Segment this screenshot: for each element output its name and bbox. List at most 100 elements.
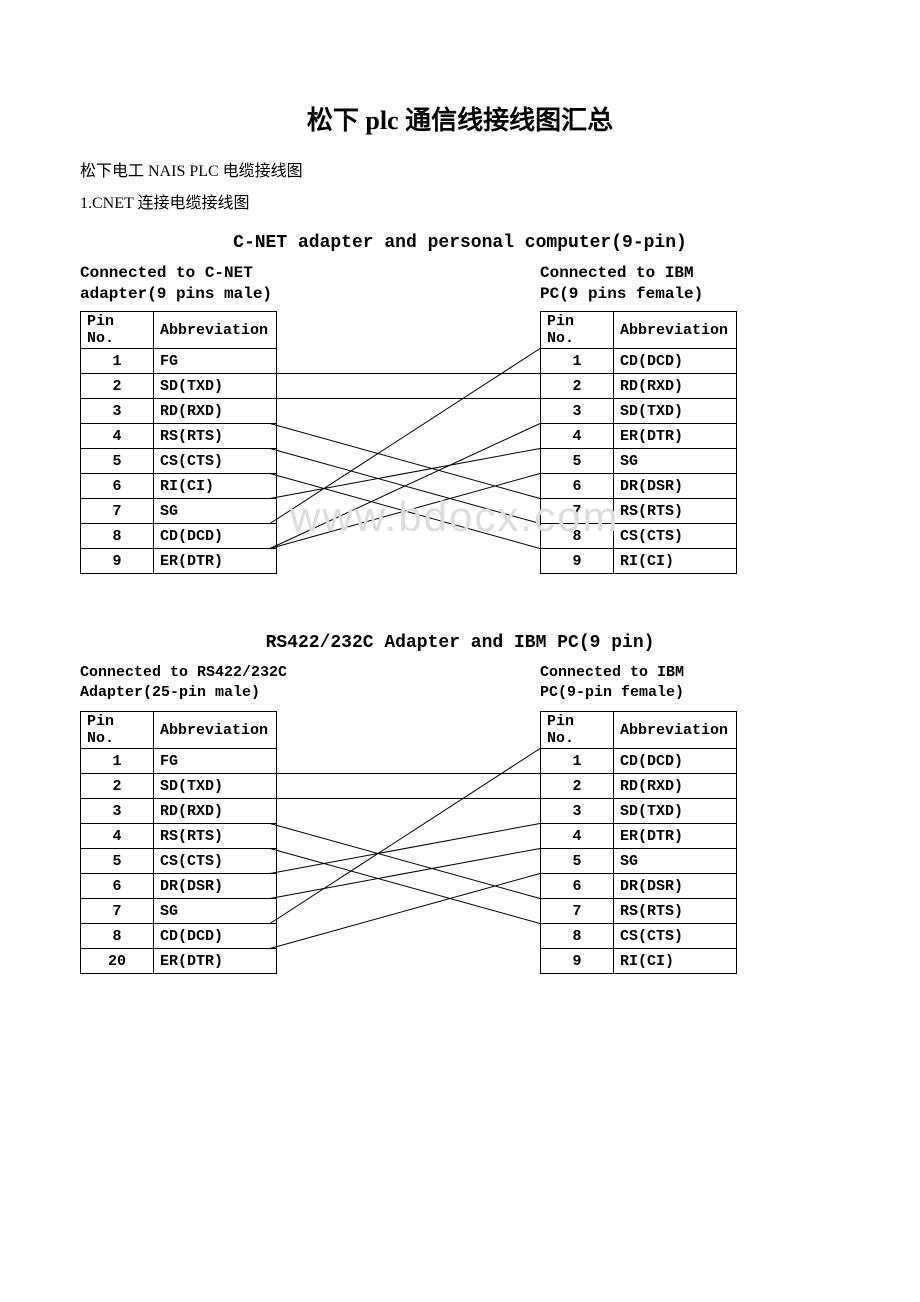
d1-r-h-abbr: Abbreviation bbox=[614, 312, 737, 349]
diagram2-right-label: Connected to IBM PC(9-pin female) bbox=[540, 663, 684, 702]
d1-left-pin: 8 bbox=[81, 524, 154, 549]
d2-left-abbr: RS(RTS) bbox=[154, 824, 277, 849]
d1-left-row: 2SD(TXD) bbox=[81, 374, 277, 399]
wire bbox=[270, 849, 540, 924]
d1-left-row: 1FG bbox=[81, 349, 277, 374]
diagram2-title: RS422/232C Adapter and IBM PC(9 pin) bbox=[80, 633, 840, 653]
d2-left-pin: 2 bbox=[81, 774, 154, 799]
d2-left-row: 8CD(DCD) bbox=[81, 924, 277, 949]
d1-left-pin: 4 bbox=[81, 424, 154, 449]
subtitle-line-1: 松下电工 NAIS PLC 电缆接线图 bbox=[80, 157, 840, 181]
diagram1-left-table: Pin No.Abbreviation 1FG2SD(TXD)3RD(RXD)4… bbox=[80, 311, 277, 574]
d1-left-pin: 3 bbox=[81, 399, 154, 424]
d2-left-row: 2SD(TXD) bbox=[81, 774, 277, 799]
d2-left-pin: 20 bbox=[81, 949, 154, 974]
d2-l-h-abbr: Abbreviation bbox=[154, 712, 277, 749]
d1-left-l2: adapter(9 pins male) bbox=[80, 285, 272, 303]
d1-left-pin: 1 bbox=[81, 349, 154, 374]
d1-right-row: 2RD(RXD) bbox=[541, 374, 737, 399]
d2-left-abbr: SG bbox=[154, 899, 277, 924]
d2-right-abbr: RI(CI) bbox=[614, 949, 737, 974]
diagram2-right-table: Pin No.Abbreviation 1CD(DCD)2RD(RXD)3SD(… bbox=[540, 711, 737, 974]
d2-right-pin: 7 bbox=[541, 899, 614, 924]
d2-right-abbr: CS(CTS) bbox=[614, 924, 737, 949]
d1-r-h-pin: Pin No. bbox=[541, 312, 614, 349]
d2-left-l2: Adapter(25-pin male) bbox=[80, 684, 260, 701]
d2-right-l2: PC(9-pin female) bbox=[540, 684, 684, 701]
d2-left-row: 7SG bbox=[81, 899, 277, 924]
d1-left-pin: 7 bbox=[81, 499, 154, 524]
wire bbox=[270, 349, 540, 524]
d2-right-abbr: DR(DSR) bbox=[614, 874, 737, 899]
d2-left-row: 4RS(RTS) bbox=[81, 824, 277, 849]
d2-right-abbr: RS(RTS) bbox=[614, 899, 737, 924]
d1-l-h-pin: Pin No. bbox=[81, 312, 154, 349]
page-title: 松下 plc 通信线接线图汇总 bbox=[80, 100, 840, 137]
wire bbox=[270, 874, 540, 949]
d1-right-pin: 1 bbox=[541, 349, 614, 374]
d2-right-abbr: SD(TXD) bbox=[614, 799, 737, 824]
d2-right-row: 3SD(TXD) bbox=[541, 799, 737, 824]
d1-left-abbr: ER(DTR) bbox=[154, 549, 277, 574]
d2-right-pin: 8 bbox=[541, 924, 614, 949]
wire bbox=[270, 424, 540, 499]
d1-left-row: 7SG bbox=[81, 499, 277, 524]
d2-right-pin: 2 bbox=[541, 774, 614, 799]
d1-left-row: 8CD(DCD) bbox=[81, 524, 277, 549]
d1-left-row: 4RS(RTS) bbox=[81, 424, 277, 449]
d1-right-abbr: SG bbox=[614, 449, 737, 474]
d2-left-pin: 8 bbox=[81, 924, 154, 949]
d1-right-pin: 7 bbox=[541, 499, 614, 524]
d2-right-pin: 4 bbox=[541, 824, 614, 849]
diagram1-right-label: Connected to IBM PC(9 pins female) bbox=[540, 263, 703, 305]
d1-left-abbr: RI(CI) bbox=[154, 474, 277, 499]
d1-left-pin: 6 bbox=[81, 474, 154, 499]
d1-right-abbr: CS(CTS) bbox=[614, 524, 737, 549]
d2-left-pin: 7 bbox=[81, 899, 154, 924]
d2-l-h-pin: Pin No. bbox=[81, 712, 154, 749]
d2-left-abbr: DR(DSR) bbox=[154, 874, 277, 899]
d2-left-abbr: CD(DCD) bbox=[154, 924, 277, 949]
d2-left-l1: Connected to RS422/232C bbox=[80, 664, 287, 681]
d2-left-abbr: ER(DTR) bbox=[154, 949, 277, 974]
diagram1-right-table: Pin No.Abbreviation 1CD(DCD)2RD(RXD)3SD(… bbox=[540, 311, 737, 574]
d1-left-abbr: SG bbox=[154, 499, 277, 524]
d1-left-abbr: RS(RTS) bbox=[154, 424, 277, 449]
diagram1-wires bbox=[270, 335, 540, 585]
d2-left-abbr: SD(TXD) bbox=[154, 774, 277, 799]
d1-left-pin: 2 bbox=[81, 374, 154, 399]
d2-left-pin: 5 bbox=[81, 849, 154, 874]
d1-right-pin: 3 bbox=[541, 399, 614, 424]
d1-left-abbr: SD(TXD) bbox=[154, 374, 277, 399]
d2-left-row: 1FG bbox=[81, 749, 277, 774]
wire bbox=[270, 824, 540, 874]
wire bbox=[270, 449, 540, 499]
d1-right-row: 5SG bbox=[541, 449, 737, 474]
d1-right-row: 7RS(RTS) bbox=[541, 499, 737, 524]
d2-left-row: 20ER(DTR) bbox=[81, 949, 277, 974]
d2-r-h-pin: Pin No. bbox=[541, 712, 614, 749]
d2-right-row: 5SG bbox=[541, 849, 737, 874]
d1-right-pin: 6 bbox=[541, 474, 614, 499]
d2-right-row: 4ER(DTR) bbox=[541, 824, 737, 849]
d1-left-abbr: CS(CTS) bbox=[154, 449, 277, 474]
d1-right-pin: 8 bbox=[541, 524, 614, 549]
d1-left-row: 6RI(CI) bbox=[81, 474, 277, 499]
d1-right-row: 4ER(DTR) bbox=[541, 424, 737, 449]
d1-right-abbr: DR(DSR) bbox=[614, 474, 737, 499]
d2-left-row: 6DR(DSR) bbox=[81, 874, 277, 899]
d1-right-row: 3SD(TXD) bbox=[541, 399, 737, 424]
subtitle-line-2: 1.CNET 连接电缆接线图 bbox=[80, 189, 840, 213]
diagram1-block: Connected to C-NET adapter(9 pins male) … bbox=[80, 263, 840, 603]
d2-r-h-abbr: Abbreviation bbox=[614, 712, 737, 749]
d1-right-row: 6DR(DSR) bbox=[541, 474, 737, 499]
wire bbox=[270, 849, 540, 899]
d1-right-l1: Connected to IBM bbox=[540, 264, 694, 282]
d1-left-row: 3RD(RXD) bbox=[81, 399, 277, 424]
d2-right-pin: 6 bbox=[541, 874, 614, 899]
diagram2-left-label: Connected to RS422/232C Adapter(25-pin m… bbox=[80, 663, 287, 702]
d2-right-pin: 5 bbox=[541, 849, 614, 874]
d2-left-pin: 1 bbox=[81, 749, 154, 774]
d1-right-abbr: SD(TXD) bbox=[614, 399, 737, 424]
d2-right-row: 7RS(RTS) bbox=[541, 899, 737, 924]
